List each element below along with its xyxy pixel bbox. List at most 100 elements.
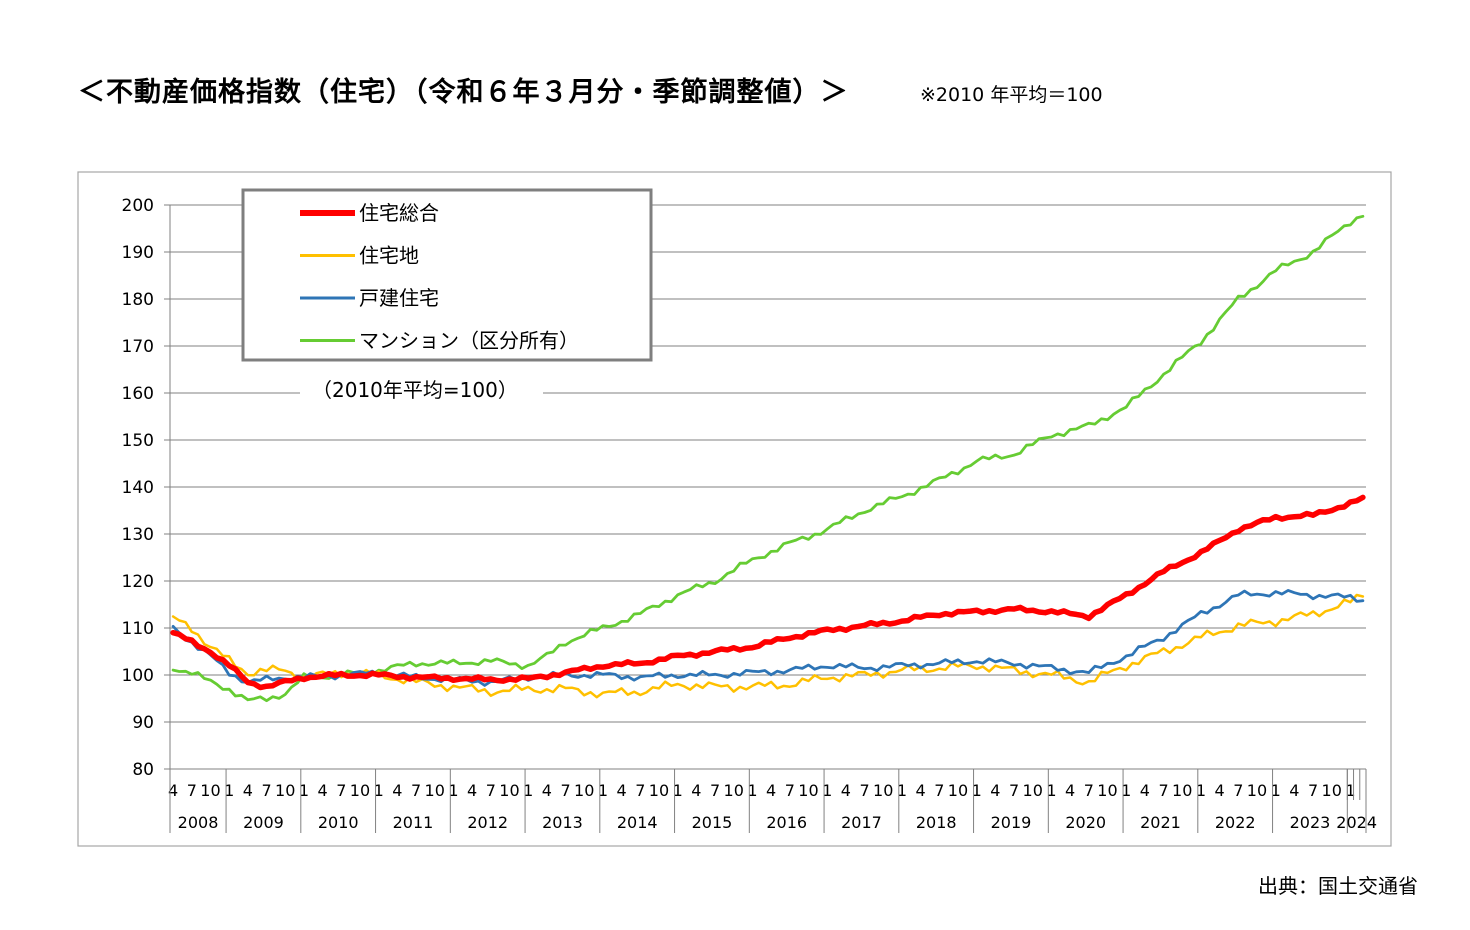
- year-label: 2011: [393, 813, 434, 832]
- year-label: 2016: [766, 813, 807, 832]
- month-tick-label: 10: [350, 781, 370, 800]
- y-tick-label: 140: [122, 478, 154, 498]
- year-label: 2019: [991, 813, 1032, 832]
- month-tick-label: 7: [1009, 781, 1019, 800]
- month-tick-label: 4: [1140, 781, 1150, 800]
- month-tick-label: 10: [948, 781, 968, 800]
- base-year-note: ※2010 年平均＝100: [920, 84, 1103, 106]
- year-label: 2012: [467, 813, 508, 832]
- month-tick-label: 1: [523, 781, 533, 800]
- year-label: 2014: [617, 813, 658, 832]
- month-tick-label: 1: [374, 781, 384, 800]
- month-tick-label: 1: [1345, 781, 1355, 800]
- year-label: 2008: [178, 813, 219, 832]
- month-tick-label: 7: [486, 781, 496, 800]
- month-tick-label: 7: [187, 781, 197, 800]
- month-tick-label: 4: [467, 781, 477, 800]
- month-tick-label: 10: [724, 781, 744, 800]
- month-tick-label: 4: [168, 781, 178, 800]
- series-lines: [170, 214, 1366, 703]
- month-tick-label: 7: [785, 781, 795, 800]
- year-label: 2009: [243, 813, 284, 832]
- month-tick-label: 10: [1097, 781, 1117, 800]
- y-tick-label: 160: [122, 384, 154, 404]
- month-tick-label: 4: [243, 781, 253, 800]
- legend-label-0: 住宅総合: [359, 201, 439, 225]
- month-tick-label: 7: [560, 781, 570, 800]
- y-tick-label: 90: [132, 713, 154, 733]
- base-year-annotation: （2010年平均=100）: [312, 378, 518, 402]
- month-tick-label: 7: [1084, 781, 1094, 800]
- year-label: 2022: [1215, 813, 1256, 832]
- month-tick-label: 1: [747, 781, 757, 800]
- month-tick-label: 1: [448, 781, 458, 800]
- month-tick-label: 10: [425, 781, 445, 800]
- month-tick-label: 1: [972, 781, 982, 800]
- month-tick-label: 10: [275, 781, 295, 800]
- month-tick-label: 4: [1065, 781, 1075, 800]
- year-label: 2023: [1290, 813, 1331, 832]
- y-tick-label: 190: [122, 243, 154, 263]
- month-tick-label: 10: [499, 781, 519, 800]
- year-label: 2020: [1065, 813, 1106, 832]
- month-tick-label: 1: [1271, 781, 1281, 800]
- month-tick-label: 1: [673, 781, 683, 800]
- month-tick-label: 7: [261, 781, 271, 800]
- month-tick-label: 7: [1158, 781, 1168, 800]
- month-tick-label: 4: [916, 781, 926, 800]
- annotation-background: [300, 380, 543, 404]
- month-tick-label: 4: [1289, 781, 1299, 800]
- legend-label-3: マンション（区分所有）: [359, 329, 579, 353]
- y-tick-label: 110: [122, 619, 154, 639]
- year-label: 2024: [1336, 813, 1377, 832]
- legend-label-2: 戸建住宅: [359, 286, 439, 310]
- month-tick-label: 4: [691, 781, 701, 800]
- page-title: ＜不動産価格指数（住宅）（令和６年３月分・季節調整値）＞: [78, 77, 849, 108]
- month-tick-label: 1: [1196, 781, 1206, 800]
- month-tick-label: 1: [1121, 781, 1131, 800]
- y-tick-label: 170: [122, 337, 154, 357]
- month-tick-label: 10: [1322, 781, 1342, 800]
- month-tick-label: 10: [798, 781, 818, 800]
- month-tick-label: 1: [598, 781, 608, 800]
- month-tick-label: 7: [411, 781, 421, 800]
- month-tick-label: 4: [841, 781, 851, 800]
- month-tick-label: 4: [617, 781, 627, 800]
- y-tick-label: 150: [122, 431, 154, 451]
- year-label: 2010: [318, 813, 359, 832]
- month-tick-label: 4: [990, 781, 1000, 800]
- y-tick-label: 130: [122, 525, 154, 545]
- legend-box: [241, 188, 653, 362]
- month-tick-label: 7: [1233, 781, 1243, 800]
- month-tick-label: 1: [1046, 781, 1056, 800]
- month-tick-label: 1: [224, 781, 234, 800]
- month-tick-label: 1: [299, 781, 309, 800]
- month-tick-label: 7: [934, 781, 944, 800]
- y-tick-label: 80: [132, 760, 154, 780]
- month-tick-label: 7: [635, 781, 645, 800]
- month-tick-label: 10: [574, 781, 594, 800]
- month-tick-label: 7: [336, 781, 346, 800]
- month-tick-label: 4: [542, 781, 552, 800]
- year-label: 2015: [692, 813, 733, 832]
- year-label: 2021: [1140, 813, 1181, 832]
- year-label: 2013: [542, 813, 583, 832]
- month-tick-label: 1: [897, 781, 907, 800]
- y-tick-label: 200: [122, 196, 154, 216]
- month-tick-label: 1: [822, 781, 832, 800]
- month-tick-label: 4: [392, 781, 402, 800]
- legend-label-1: 住宅地: [359, 244, 419, 268]
- month-tick-label: 4: [1215, 781, 1225, 800]
- month-tick-label: 4: [766, 781, 776, 800]
- year-label: 2017: [841, 813, 882, 832]
- series-line-0: [170, 494, 1366, 691]
- month-tick-label: 7: [859, 781, 869, 800]
- month-tick-label: 10: [1247, 781, 1267, 800]
- month-tick-label: 10: [649, 781, 669, 800]
- y-tick-label: 100: [122, 666, 154, 686]
- month-tick-label: 7: [1308, 781, 1318, 800]
- source-note: 出典：国土交通省: [1258, 874, 1418, 898]
